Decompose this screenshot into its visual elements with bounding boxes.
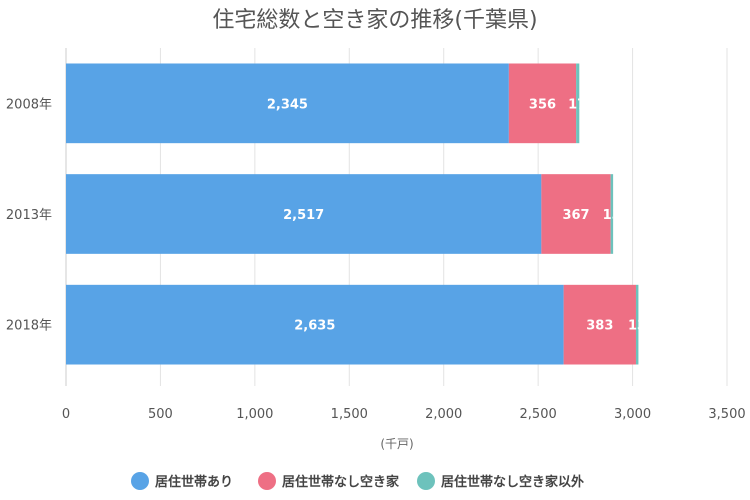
x-tick-label: 1,500 — [331, 407, 368, 422]
legend-swatch[interactable] — [417, 472, 435, 490]
bar-segment — [66, 174, 542, 254]
data-label: 2,345 — [267, 97, 308, 112]
legend-swatch[interactable] — [131, 472, 149, 490]
bar-segment — [66, 63, 509, 144]
x-tick-label: 500 — [148, 407, 173, 422]
bar-segment — [563, 284, 636, 365]
category-label: 2008年 — [6, 97, 52, 112]
x-axis-label: (千戸) — [380, 437, 413, 451]
x-tick-label: 3,000 — [614, 407, 651, 422]
data-label: 13 — [628, 319, 646, 334]
data-label: 13 — [603, 208, 621, 223]
data-label: 356 — [529, 97, 556, 112]
bar-segment — [635, 284, 639, 365]
bars: 2,345 356 17 2,517 367 13 2,635 383 13 — [66, 63, 646, 365]
x-axis-ticks: 0 500 1,000 1,500 2,000 2,500 3,000 3,500 — [62, 407, 746, 422]
data-label: 367 — [562, 208, 589, 223]
data-label: 2,635 — [294, 319, 335, 334]
legend-swatch[interactable] — [258, 472, 276, 490]
bar-segment — [576, 63, 580, 144]
x-tick-label: 2,000 — [425, 407, 462, 422]
x-tick-label: 1,000 — [236, 407, 273, 422]
bar-segment — [610, 174, 614, 254]
legend: 居住世帯あり 居住世帯なし空き家 居住世帯なし空き家以外 — [131, 472, 584, 490]
chart-title: 住宅総数と空き家の推移(千葉県) — [212, 8, 537, 33]
x-tick-label: 0 — [62, 407, 70, 422]
x-tick-label: 2,500 — [520, 407, 557, 422]
category-label: 2018年 — [6, 319, 52, 334]
data-label: 383 — [586, 319, 613, 334]
x-tick-label: 3,500 — [708, 407, 745, 422]
legend-label[interactable]: 居住世帯あり — [155, 474, 233, 490]
category-label: 2013年 — [6, 208, 52, 223]
bar-segment — [541, 174, 611, 254]
y-axis-categories: 2008年 2013年 2018年 — [6, 97, 52, 333]
bar-segment — [66, 284, 564, 365]
legend-label[interactable]: 居住世帯なし空き家 — [282, 474, 400, 490]
legend-label[interactable]: 居住世帯なし空き家以外 — [441, 474, 584, 490]
data-label: 17 — [568, 97, 586, 112]
data-label: 2,517 — [283, 208, 324, 223]
bar-segment — [508, 63, 577, 144]
